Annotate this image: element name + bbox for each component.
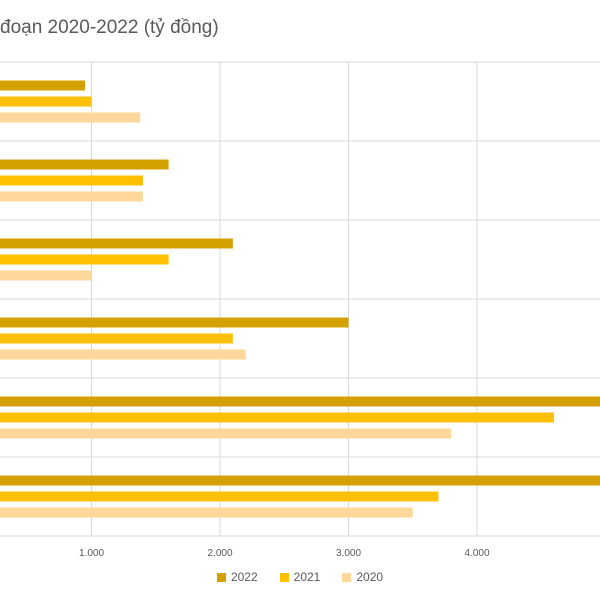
bar-2020-row-4	[0, 349, 246, 360]
bar-2022-row-5	[0, 396, 600, 407]
bar-2021-row-1	[0, 96, 92, 107]
bar-layer	[0, 80, 600, 518]
bar-2020-row-2	[0, 191, 143, 202]
bar-2020-row-1	[0, 112, 141, 123]
bar-2020-row-6	[0, 507, 413, 518]
bar-2021-row-3	[0, 254, 169, 265]
bar-2022-row-2	[0, 159, 169, 170]
legend: 2022 2021 2020	[0, 570, 600, 584]
bar-2020-row-5	[0, 428, 452, 439]
x-tick-label: 1.000	[79, 548, 104, 559]
chart-title: đoạn 2020-2022 (tỷ đồng)	[0, 17, 219, 38]
bar-2021-row-4	[0, 333, 233, 344]
legend-swatch	[342, 572, 352, 582]
grid-layer	[0, 61, 600, 537]
bar-2021-row-6	[0, 491, 439, 502]
legend-label: 2020	[356, 570, 384, 584]
legend-item-2020: 2020	[342, 570, 383, 584]
legend-label: 2022	[230, 570, 258, 584]
x-tick-label: 3.000	[336, 548, 361, 559]
x-tick-label: 4.000	[464, 548, 489, 559]
legend-item-2021: 2021	[279, 570, 321, 584]
bar-2022-row-4	[0, 317, 349, 328]
bar-2020-row-3	[0, 270, 92, 281]
bar-2022-row-1	[0, 80, 86, 91]
legend-swatch	[216, 572, 226, 582]
bar-2022-row-6	[0, 475, 600, 486]
legend-label: 2021	[293, 570, 321, 584]
x-tick-label: 2.000	[207, 548, 232, 559]
legend-swatch	[279, 572, 289, 582]
bar-2021-row-5	[0, 412, 555, 423]
bar-2022-row-3	[0, 238, 233, 249]
legend-item-2022: 2022	[216, 570, 258, 584]
bar-2021-row-2	[0, 175, 143, 186]
